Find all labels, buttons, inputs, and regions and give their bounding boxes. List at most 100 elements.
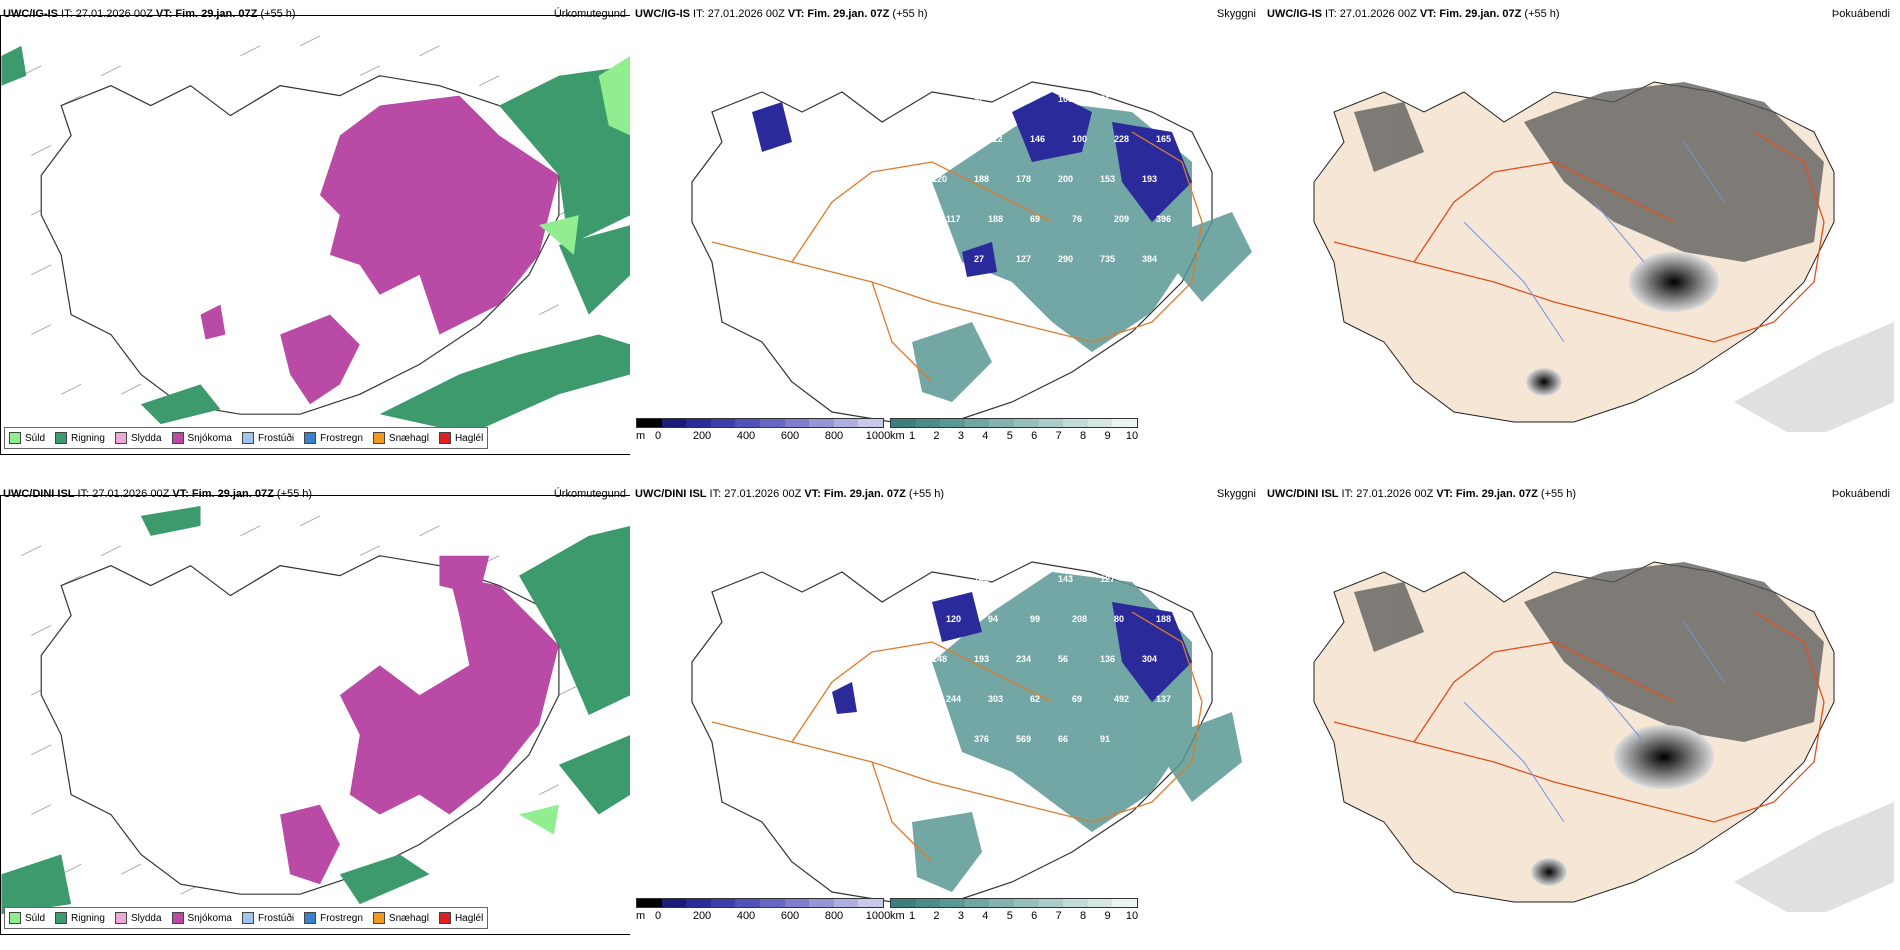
legend-label: Rigning (71, 912, 105, 924)
colorbar-tick: 800 (824, 910, 844, 922)
colorbar-cell (1063, 899, 1088, 907)
rain-area (1, 45, 630, 435)
legend-swatch (304, 912, 317, 924)
visibility-map-1: 119 92 138 103 81 104 109 112 146 100 228 165 120 188… (691, 81, 1252, 423)
fog-core (1614, 725, 1714, 789)
legend-item: Snjókoma (171, 912, 232, 924)
colorbar-tick: 8 (1080, 910, 1087, 922)
colorbar-tick: 1000 (865, 910, 891, 922)
panel-title: Þokuábendi (1831, 8, 1890, 20)
visibility-value-label: 146 (1016, 574, 1031, 584)
panel-header: UWC/IG-IS IT: 27.01.2026 00Z VT: Fim. 29… (3, 8, 296, 20)
fog-panel-2: UWC/DINI ISL IT: 27.01.2026 00Z VT: Fim.… (1264, 480, 1894, 935)
legend-swatch (55, 432, 68, 444)
legend-item: Súld (9, 912, 45, 924)
colorbar-tick: 10 (1125, 430, 1139, 442)
visibility-value-label: 165 (1156, 134, 1171, 144)
visibility-value-label: 119 (932, 94, 947, 104)
colorbar-tick: 4 (982, 910, 989, 922)
roads (711, 131, 1203, 383)
legend-label: Slydda (130, 912, 162, 924)
panel-title: Skyggni (1216, 488, 1256, 500)
legend-item: Slydda (114, 912, 162, 924)
colorbar-cell (710, 419, 736, 427)
iceland-outline (40, 555, 560, 895)
visibility-value-label: 91 (1100, 734, 1110, 744)
colorbar-cell (858, 419, 883, 427)
visibility-value-label: 56 (1058, 654, 1068, 664)
colorbar-tick: 1 (908, 910, 916, 922)
legend-swatch (372, 432, 385, 444)
colorbar-cell (989, 419, 1014, 427)
colorbar-cell (759, 419, 785, 427)
visibility-value-label: 188 (974, 174, 989, 184)
legend-label: Rigning (71, 432, 105, 444)
visibility-value-label: 208 (1072, 614, 1087, 624)
precip-type-panel-1: UWC/IG-IS IT: 27.01.2026 00Z VT: Fim. 29… (0, 0, 630, 455)
fog-map-1 (1313, 81, 1894, 432)
visibility-value-label: 76 (1072, 214, 1082, 224)
colorbar-tick: 9 (1104, 430, 1111, 442)
legend-label: Slydda (130, 432, 162, 444)
colorbar-cell (1087, 419, 1113, 427)
visibility-value-label: 99 (1030, 614, 1040, 624)
precip-type-panel-2: UWC/DINI ISL IT: 27.01.2026 00Z VT: Fim.… (0, 480, 630, 935)
panel-header: UWC/IG-IS IT: 27.01.2026 00Z VT: Fim. 29… (635, 8, 928, 20)
legend-item: Rigning (55, 912, 105, 924)
visibility-value-label: 234 (1016, 654, 1031, 664)
colorbar-cell (686, 419, 711, 427)
colorbar-tick: 5 (1006, 430, 1013, 442)
colorbar-cell (784, 899, 810, 907)
colorbar-tick: 800 (824, 430, 844, 442)
colorbar-cell (989, 899, 1014, 907)
panel-title: Úrkomutegund (553, 8, 626, 20)
visibility-value-label: 127 (1100, 574, 1115, 584)
legend-label: Snæhagl (388, 432, 429, 444)
colorbar-cell (809, 419, 834, 427)
colorbar-tick: 2 (933, 430, 940, 442)
precip-legend: Súld Rigning Slydda Snjókoma Frostúði Frostre… (4, 427, 489, 449)
roads (1333, 611, 1825, 823)
colorbar-cell (833, 899, 859, 907)
legend-item: Snjókoma (171, 432, 232, 444)
legend-swatch (55, 912, 68, 924)
legend-label: Súld (25, 912, 46, 924)
roads (1333, 131, 1825, 343)
visibility-m-area (752, 92, 1192, 277)
visibility-value-label: 117 (946, 214, 961, 224)
colorbar-unit: m (636, 910, 646, 922)
colorbar-tick: 5 (1006, 910, 1013, 922)
rain-area (1, 505, 630, 915)
visibility-value-label: 69 (1072, 694, 1082, 704)
visibility-value-label: 104 (1142, 94, 1157, 104)
visibility-m-area (832, 592, 1192, 714)
panel-header: UWC/IG-IS IT: 27.01.2026 00Z VT: Fim. 29… (1267, 8, 1560, 20)
colorbar-cell (1112, 419, 1137, 427)
visibility-ticks-km: km 1 2 3 4 5 6 7 8 9 10 (890, 910, 1140, 924)
visibility-value-label: 193 (974, 654, 989, 664)
legend-label: Snjókoma (187, 912, 232, 924)
colorbar-cell (858, 899, 883, 907)
legend-swatch (438, 912, 451, 924)
legend-label: Frostregn (320, 432, 363, 444)
colorbar-tick: 2 (933, 910, 940, 922)
colorbar-cell (637, 899, 662, 907)
precip-map-1 (0, 15, 630, 455)
visibility-value-label: 69 (1030, 214, 1040, 224)
wind-barbs (21, 515, 580, 895)
colorbar-cell (891, 419, 916, 427)
legend-swatch (114, 912, 127, 924)
colorbar-unit: km (890, 910, 905, 922)
colorbar-tick: 200 (692, 910, 712, 922)
precip-legend: Súld Rigning Slydda Snjókoma Frostúði Frostre… (4, 907, 489, 929)
legend-swatch (372, 912, 385, 924)
visibility-value-label: 188 (1156, 614, 1171, 624)
legend-label: Frostregn (320, 912, 363, 924)
legend-swatch (304, 432, 317, 444)
visibility-value-label: 112 (988, 134, 1003, 144)
visibility-value-label: 136 (1100, 654, 1115, 664)
colorbar-cell (735, 899, 760, 907)
colorbar-tick: 3 (957, 910, 964, 922)
visibility-value-label: 200 (1058, 174, 1073, 184)
drizzle-area (538, 56, 630, 255)
